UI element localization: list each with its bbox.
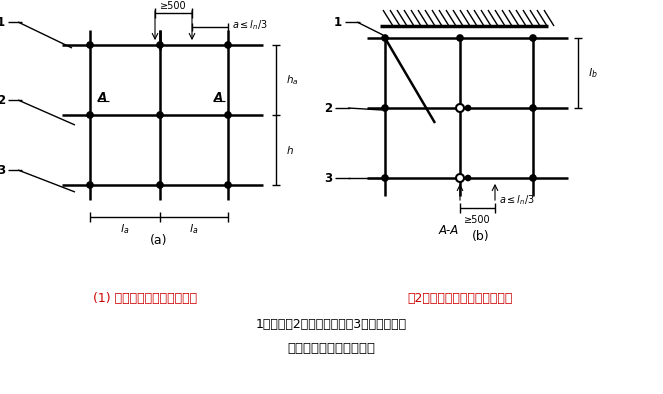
Circle shape [465,106,471,110]
Circle shape [382,175,388,181]
Circle shape [225,112,231,118]
Text: 纵向水平杆对接接头布置: 纵向水平杆对接接头布置 [287,342,375,355]
Text: 3: 3 [0,164,5,177]
Text: $h$: $h$ [286,144,294,156]
Circle shape [87,42,93,48]
Circle shape [457,175,463,182]
Text: 2: 2 [324,102,332,115]
Circle shape [382,35,388,41]
Circle shape [530,105,536,111]
Circle shape [157,182,163,188]
Text: $l_b$: $l_b$ [588,66,597,80]
Text: (1) 接头不在同步内（立面）: (1) 接头不在同步内（立面） [93,292,197,305]
Text: 1－立杆；2－纵向水平杆；3－横向水平杆: 1－立杆；2－纵向水平杆；3－横向水平杆 [255,318,406,331]
Text: $l_a$: $l_a$ [190,222,199,236]
Circle shape [225,182,231,188]
Text: $a\leq l_n/3$: $a\leq l_n/3$ [232,18,268,32]
Circle shape [225,42,231,48]
Text: A-A: A-A [439,223,459,236]
Text: （2）接头不在同跨内（平面）: （2）接头不在同跨内（平面） [407,292,512,305]
Text: 2: 2 [0,93,5,106]
Text: ≥500: ≥500 [160,1,186,11]
Text: $a\leq l_n/3$: $a\leq l_n/3$ [499,193,535,207]
Circle shape [87,112,93,118]
Circle shape [157,42,163,48]
Text: (b): (b) [472,229,490,242]
Text: A: A [213,91,223,104]
Circle shape [87,182,93,188]
Circle shape [457,104,463,112]
Text: 1: 1 [334,15,342,28]
Text: $h_a$: $h_a$ [286,73,298,87]
Text: A: A [97,91,107,104]
Circle shape [457,35,463,41]
Text: ≥500: ≥500 [463,215,491,225]
Circle shape [465,175,471,180]
Text: (a): (a) [151,234,168,247]
Text: 1: 1 [0,15,5,28]
Circle shape [530,35,536,41]
Circle shape [157,112,163,118]
Circle shape [530,175,536,181]
Circle shape [382,105,388,111]
Text: 3: 3 [324,171,332,184]
Text: $l_a$: $l_a$ [121,222,130,236]
